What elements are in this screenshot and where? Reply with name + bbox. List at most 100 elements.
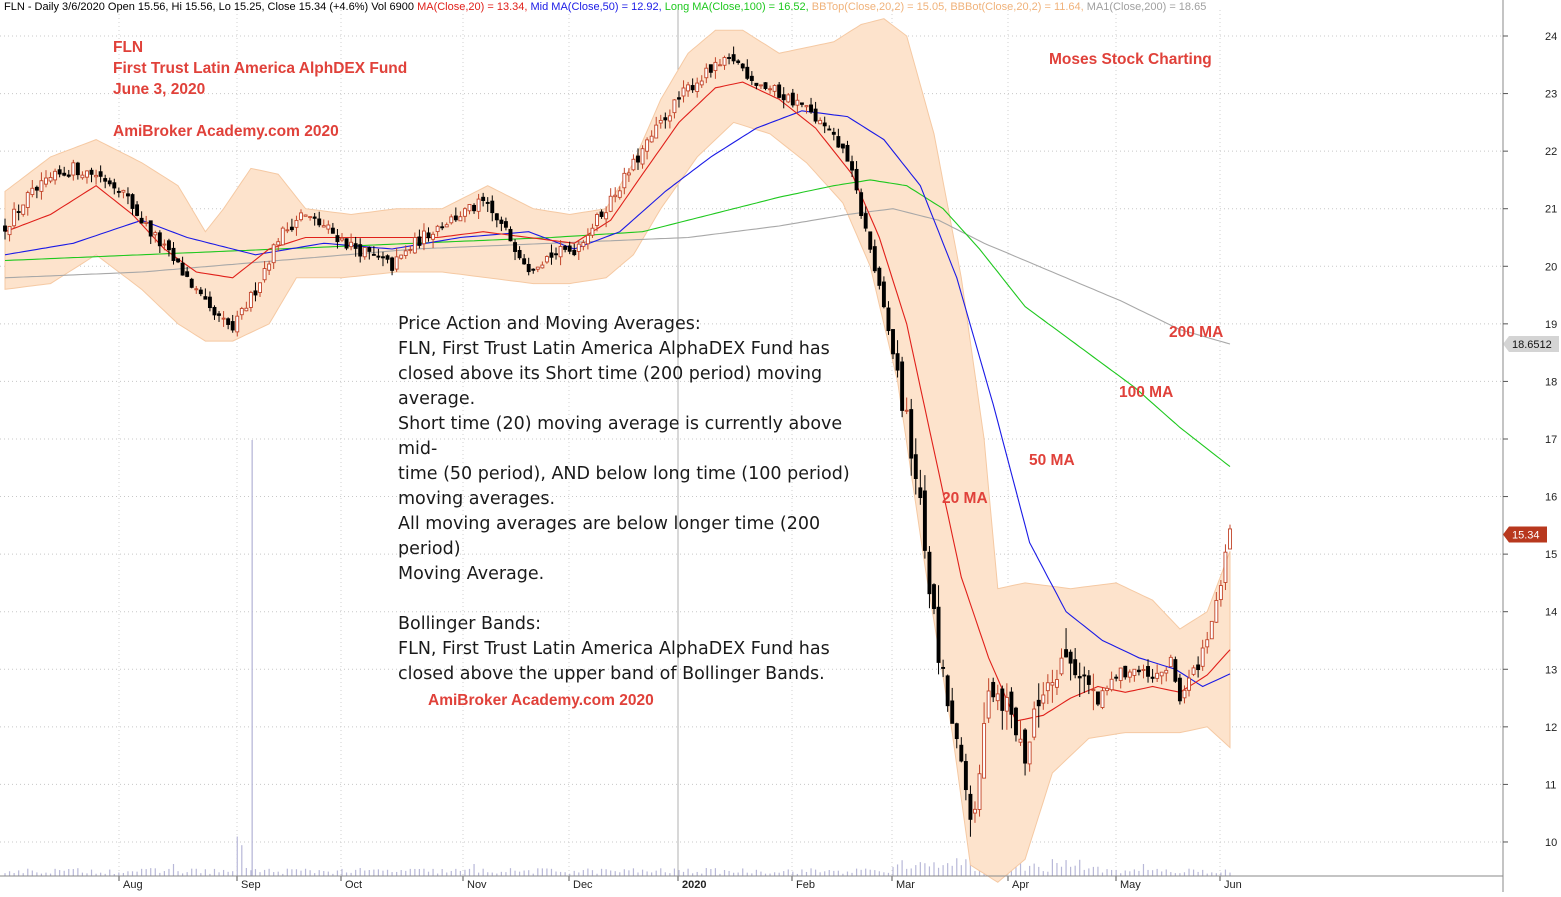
volume-bar (1211, 872, 1213, 876)
candle-up (1187, 677, 1191, 691)
volume-bar (95, 873, 97, 876)
candle-up (617, 190, 622, 198)
volume-bar (660, 868, 662, 876)
candle-up (722, 57, 727, 66)
note-spacer (398, 587, 878, 612)
volume-bar (1229, 872, 1231, 876)
candle-down (1146, 666, 1150, 677)
bollinger-band (4, 18, 1231, 883)
candle-up (672, 99, 677, 114)
candle-down (872, 246, 877, 272)
volume-bar (172, 864, 175, 876)
volume-spike (251, 440, 253, 876)
candle-down (1036, 699, 1041, 707)
candle-down (157, 232, 162, 247)
note-line: average. (398, 389, 476, 409)
candle-down (859, 192, 864, 216)
volume-bar (145, 869, 147, 876)
volume-bar (309, 870, 311, 876)
candle-down (89, 169, 94, 175)
candle-down (991, 681, 996, 698)
candle-down (490, 200, 495, 214)
candle-down (135, 204, 140, 216)
candle-down (1173, 659, 1178, 682)
candle-up (645, 139, 650, 152)
volume-bar (915, 865, 917, 876)
candle-down (749, 75, 754, 81)
candle-down (863, 213, 868, 229)
volume-bar (318, 870, 320, 876)
candle-up (608, 195, 613, 212)
candle-up (1155, 672, 1160, 679)
candle-up (973, 808, 977, 814)
candle-up (1209, 620, 1214, 640)
volume-bar (496, 873, 498, 876)
x-tick-label: Oct (345, 879, 362, 891)
last-price-label: 15.34 (1512, 530, 1540, 542)
volume-bar (714, 868, 717, 876)
candle-up (80, 174, 85, 179)
candle-down (1082, 674, 1087, 677)
candle-up (1100, 690, 1105, 708)
volume-bar (528, 870, 530, 876)
candle-up (294, 219, 299, 228)
y-tick-label: 24 (1545, 31, 1557, 43)
candle-down (1014, 707, 1018, 736)
volume-bar (628, 870, 630, 876)
candle-up (1228, 528, 1232, 550)
candle-up (271, 244, 276, 264)
candle-down (176, 258, 180, 263)
volume-bar (719, 873, 721, 876)
candle-down (636, 155, 640, 163)
volume-bar (355, 869, 357, 876)
header-prefix: FLN - Daily 3/6/2020 Open 15.56, Hi 15.5… (4, 1, 415, 13)
candle-up (758, 84, 763, 87)
volume-bar (1060, 866, 1063, 876)
candle-down (198, 289, 203, 295)
volume-bar (951, 865, 953, 876)
volume-bar (195, 868, 197, 876)
candle-up (1218, 585, 1223, 601)
volume-bar (209, 873, 211, 876)
candle-down (740, 63, 745, 69)
volume-bar (241, 845, 243, 876)
candle-down (868, 231, 873, 250)
ma200-label: 200 MA (1169, 324, 1224, 341)
volume-bar (1197, 871, 1199, 876)
volume-bar (1192, 869, 1195, 876)
volume-bar (610, 870, 612, 876)
volume-bar (1129, 871, 1131, 876)
note-line: FLN, First Trust Latin America AlphaDEX … (398, 639, 830, 659)
volume-bar (182, 873, 184, 876)
y-tick-label: 15 (1545, 549, 1557, 561)
volume-bar (236, 836, 238, 876)
volume-bar (974, 871, 976, 876)
candle-up (21, 204, 26, 215)
volume-bar (874, 870, 876, 876)
candle-down (677, 97, 681, 100)
volume-bar (705, 868, 707, 876)
candle-up (1127, 671, 1132, 678)
candle-up (444, 224, 449, 228)
volume-bar (664, 872, 666, 876)
candle-down (358, 244, 363, 257)
candle-up (258, 282, 262, 293)
candle-up (153, 232, 158, 236)
candle-down (790, 92, 795, 106)
candle-down (531, 268, 536, 271)
candle-down (98, 171, 103, 177)
volume-bar (8, 871, 11, 876)
volume-bar (332, 873, 334, 876)
volume-bar (45, 872, 47, 876)
volume-bar (432, 868, 434, 876)
volume-bar (546, 868, 548, 876)
candle-up (403, 250, 408, 257)
header-bbbot: BBBot(Close,20,2) = 11.64, (950, 1, 1084, 13)
candle-up (590, 227, 595, 236)
volume-bar (710, 868, 712, 876)
candle-down (130, 194, 135, 209)
candle-up (768, 88, 773, 91)
volume-bar (1047, 871, 1049, 876)
volume-bar (1151, 870, 1154, 876)
